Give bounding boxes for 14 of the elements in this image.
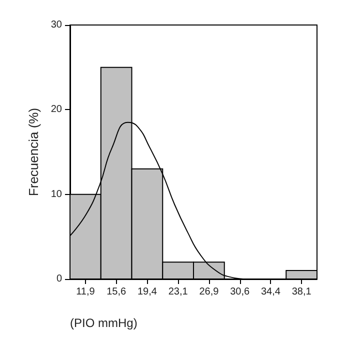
x-tick-label: 26,9 [199, 286, 220, 298]
x-tick-label: 23,1 [168, 286, 188, 298]
x-tick-label: 30,6 [230, 286, 250, 298]
y-tick-label: 10 [50, 188, 62, 200]
y-tick-label: 30 [50, 20, 62, 30]
y-axis-title: Frecuencia (%) [26, 108, 41, 196]
x-axis-title: (PIO mmHg) [70, 316, 138, 330]
y-tick-label: 0 [56, 274, 62, 284]
x-tick-label: 19,4 [137, 286, 158, 298]
x-tick-label: 38,1 [292, 286, 312, 298]
x-tick-label: 34,4 [260, 286, 281, 298]
y-tick-label: 20 [50, 104, 62, 116]
x-tick-label: 11,9 [76, 286, 96, 298]
x-tick-label: 15,6 [106, 286, 126, 298]
